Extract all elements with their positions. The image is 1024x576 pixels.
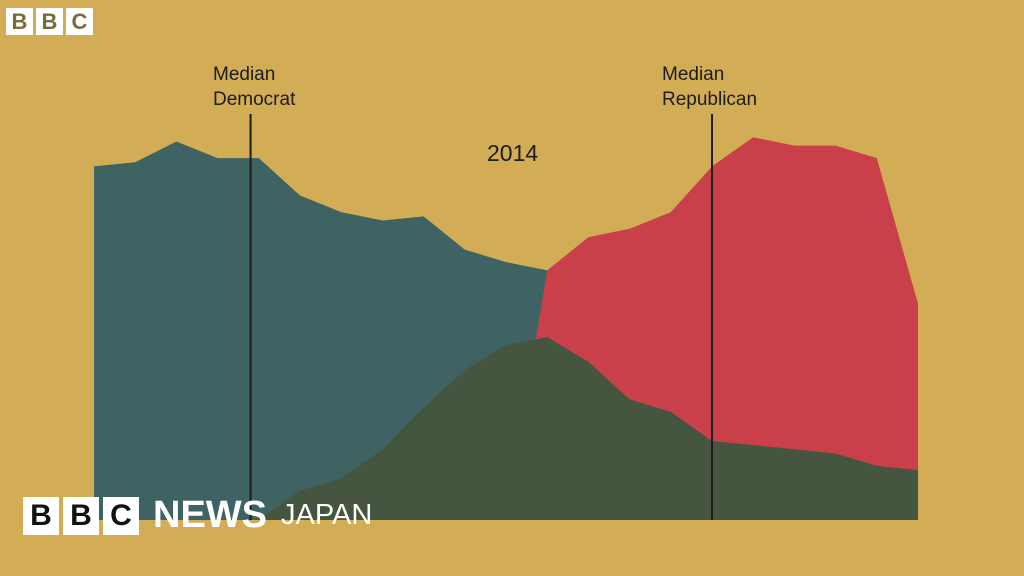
banner-block-c: C: [103, 496, 139, 535]
median-lines: [249, 114, 713, 520]
banner-news-text: NEWS: [153, 494, 267, 536]
chart-title: 2014: [487, 140, 539, 166]
median-republican-label: Median Republican: [662, 64, 758, 110]
bbc-logo: B B C: [6, 8, 93, 35]
banner-block-b2: B: [63, 496, 99, 535]
area-series-group: [94, 137, 918, 520]
banner-block-b1: B: [23, 496, 59, 535]
bbc-logo-c: C: [66, 8, 93, 35]
bbc-logo-b2: B: [36, 8, 63, 35]
bbc-news-japan-banner: B B C NEWS JAPAN: [23, 494, 372, 537]
banner-region-text: JAPAN: [281, 499, 373, 531]
median-democrat-label: Median Democrat: [213, 64, 296, 110]
bbc-logo-b1: B: [6, 8, 33, 35]
